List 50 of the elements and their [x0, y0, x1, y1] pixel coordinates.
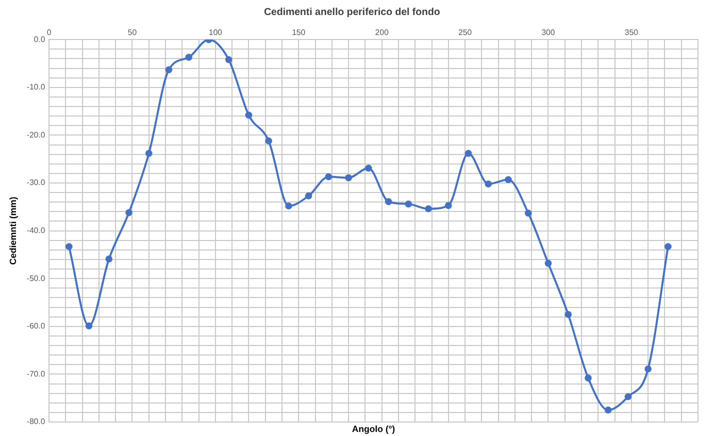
x-tick-label: 50: [128, 28, 138, 38]
point: [384, 198, 392, 206]
point: [105, 256, 112, 262]
point: [345, 174, 352, 182]
point: [584, 374, 592, 382]
point: [644, 365, 652, 372]
x-tick-label: 350: [624, 28, 639, 38]
y-tick-label: -80.0: [26, 417, 46, 426]
x-tick-label: 150: [292, 28, 306, 38]
x-tick-label: 0: [46, 28, 52, 38]
x-tick-label: 200: [375, 28, 390, 38]
point: [85, 322, 92, 330]
point: [544, 260, 552, 267]
point: [484, 180, 492, 188]
y-tick-label: -10.0: [26, 82, 46, 92]
point: [524, 210, 532, 217]
y-tick-label: -40.0: [26, 226, 46, 236]
point: [225, 56, 232, 64]
point: [325, 173, 332, 180]
point: [66, 243, 73, 250]
y-tick-label: -50.0: [26, 274, 46, 283]
point: [265, 137, 272, 144]
point: [444, 202, 452, 209]
point: [165, 66, 172, 74]
point: [624, 393, 632, 400]
point: [125, 209, 132, 216]
x-tick-label: 250: [458, 28, 472, 38]
y-tick-label: -70.0: [26, 369, 46, 378]
point: [285, 202, 292, 210]
point: [185, 54, 192, 61]
point: [424, 205, 432, 212]
y-tick-label: -30.0: [26, 178, 46, 188]
y-tick-label: -20.0: [26, 130, 46, 140]
y-tick-label: -60.0: [26, 322, 46, 331]
y-tick-label: 0.0: [34, 34, 46, 44]
point: [305, 192, 312, 200]
chart-title: Cedimenti anello periferico del fondo: [264, 6, 440, 18]
x-tick-label: 300: [542, 28, 556, 38]
point: [664, 243, 672, 250]
point: [464, 150, 472, 157]
point: [365, 164, 372, 172]
x-tick-label: 100: [208, 28, 223, 38]
y-axis-title: Cediemnti (mm): [8, 196, 18, 265]
point: [564, 310, 572, 318]
point: [404, 200, 412, 208]
point: [504, 176, 512, 184]
point: [604, 406, 612, 414]
point: [145, 150, 152, 157]
point: [245, 112, 252, 119]
x-axis-title: Angolo (°): [352, 424, 396, 434]
